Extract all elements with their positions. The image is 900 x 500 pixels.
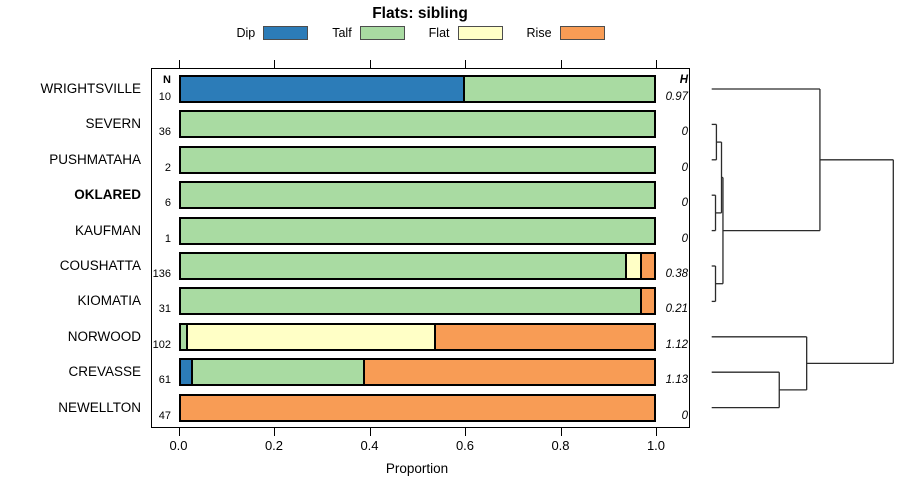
- x-tick-label: 1.0: [646, 438, 666, 453]
- legend-label: Rise: [526, 26, 552, 40]
- row-label-oklared: OKLARED: [74, 187, 141, 203]
- row-label-newellton: NEWELLTON: [58, 399, 141, 415]
- legend-label: Flat: [428, 26, 450, 40]
- bar-segment-talf: [178, 287, 642, 316]
- legend-item-dip: Dip: [236, 26, 309, 40]
- bottom-axis-tick: [274, 428, 275, 436]
- bar-segment-rise: [639, 287, 656, 316]
- top-axis-tick: [656, 60, 657, 68]
- n-value: 61: [158, 374, 171, 387]
- legend-label: Talf: [332, 26, 352, 40]
- bottom-axis-tick: [465, 428, 466, 436]
- bottom-axis-tick: [369, 428, 371, 436]
- n-value: 136: [152, 268, 171, 280]
- stacked-bar-pushmataha: [178, 145, 656, 174]
- top-axis-tick: [465, 60, 466, 68]
- h-value: 1.13: [665, 374, 688, 387]
- stacked-bar-oklared: [178, 181, 656, 210]
- n-value: 47: [158, 409, 171, 422]
- h-value: 1.12: [665, 338, 688, 351]
- x-tick-label: 0.6: [455, 438, 475, 453]
- row-label-wrightsville: WRIGHTSVILLE: [40, 81, 141, 96]
- row-label-kiomatia: KIOMATIA: [77, 293, 141, 309]
- top-axis-tick: [369, 60, 371, 68]
- row-label-norwood: NORWOOD: [67, 328, 141, 344]
- h-value: 0.21: [665, 303, 688, 316]
- n-value: 31: [158, 303, 171, 316]
- bar-segment-talf: [463, 75, 656, 103]
- x-tick-label: 0.0: [169, 438, 188, 453]
- row-label-severn: SEVERN: [85, 116, 141, 132]
- h-column-header: H: [679, 74, 688, 86]
- legend-label: Dip: [236, 26, 256, 40]
- stacked-bar-severn: [178, 110, 656, 139]
- legend-item-talf: Talf: [332, 26, 405, 40]
- stacked-bar-crevasse: [178, 358, 657, 387]
- bar-segment-flat: [186, 322, 437, 351]
- legend-swatch-flat: [457, 26, 503, 40]
- n-value: 36: [158, 126, 171, 139]
- row-label-pushmataha: PUSHMATAHA: [49, 151, 141, 167]
- stacked-bar-coushatta: [178, 252, 657, 280]
- n-value: 10: [158, 91, 171, 103]
- x-tick-label: 0.4: [360, 438, 379, 453]
- bar-segment-talf: [190, 358, 365, 387]
- h-value: 0.97: [665, 91, 688, 103]
- stacked-bar-norwood: [178, 322, 657, 351]
- stacked-bar-wrightsville: [178, 75, 656, 103]
- row-label-crevasse: CREVASSE: [68, 364, 141, 380]
- top-axis-tick: [560, 60, 562, 68]
- chart-title: Flats: sibling: [372, 5, 468, 22]
- n-value: 1: [164, 232, 171, 245]
- h-value: 0: [681, 161, 688, 174]
- bottom-axis-tick: [560, 428, 562, 436]
- legend-swatch-rise: [559, 26, 605, 40]
- x-tick-label: 0.2: [264, 438, 284, 453]
- bar-segment-talf: [178, 145, 656, 174]
- n-value: 6: [164, 197, 171, 210]
- bar-segment-talf: [178, 110, 656, 139]
- n-column-header: N: [163, 74, 171, 86]
- legend: Dip Talf Flat Rise: [151, 24, 690, 42]
- bar-segment-talf: [178, 181, 656, 210]
- h-value: 0: [681, 197, 688, 210]
- stacked-bar-kiomatia: [178, 287, 657, 316]
- legend-swatch-talf: [359, 26, 405, 40]
- h-value: 0: [681, 232, 688, 245]
- stacked-bar-kaufman: [178, 216, 656, 245]
- n-value: 2: [164, 161, 171, 174]
- bar-segment-talf: [178, 216, 656, 245]
- top-axis-tick: [178, 60, 180, 68]
- row-label-kaufman: KAUFMAN: [74, 222, 141, 238]
- legend-item-flat: Flat: [429, 26, 503, 40]
- row-label-coushatta: COUSHATTA: [59, 258, 141, 273]
- bar-segment-talf: [178, 252, 628, 280]
- h-value: 0: [681, 409, 688, 422]
- bar-segment-rise: [362, 358, 656, 387]
- n-value: 102: [152, 338, 171, 351]
- bar-segment-rise: [178, 393, 656, 422]
- bottom-axis-tick: [656, 428, 657, 436]
- x-axis-label: Proportion: [385, 461, 449, 476]
- legend-swatch-dip: [263, 26, 309, 40]
- legend-item-rise: Rise: [527, 26, 605, 40]
- h-value: 0: [681, 126, 688, 139]
- bar-segment-rise: [434, 322, 656, 351]
- bar-segment-rise: [639, 252, 656, 280]
- top-axis-tick: [274, 60, 275, 68]
- bottom-axis-tick: [178, 428, 180, 436]
- stacked-bar-newellton: [178, 393, 656, 422]
- h-value: 0.38: [665, 268, 688, 280]
- x-tick-label: 0.8: [551, 438, 570, 453]
- bar-segment-dip: [178, 75, 465, 103]
